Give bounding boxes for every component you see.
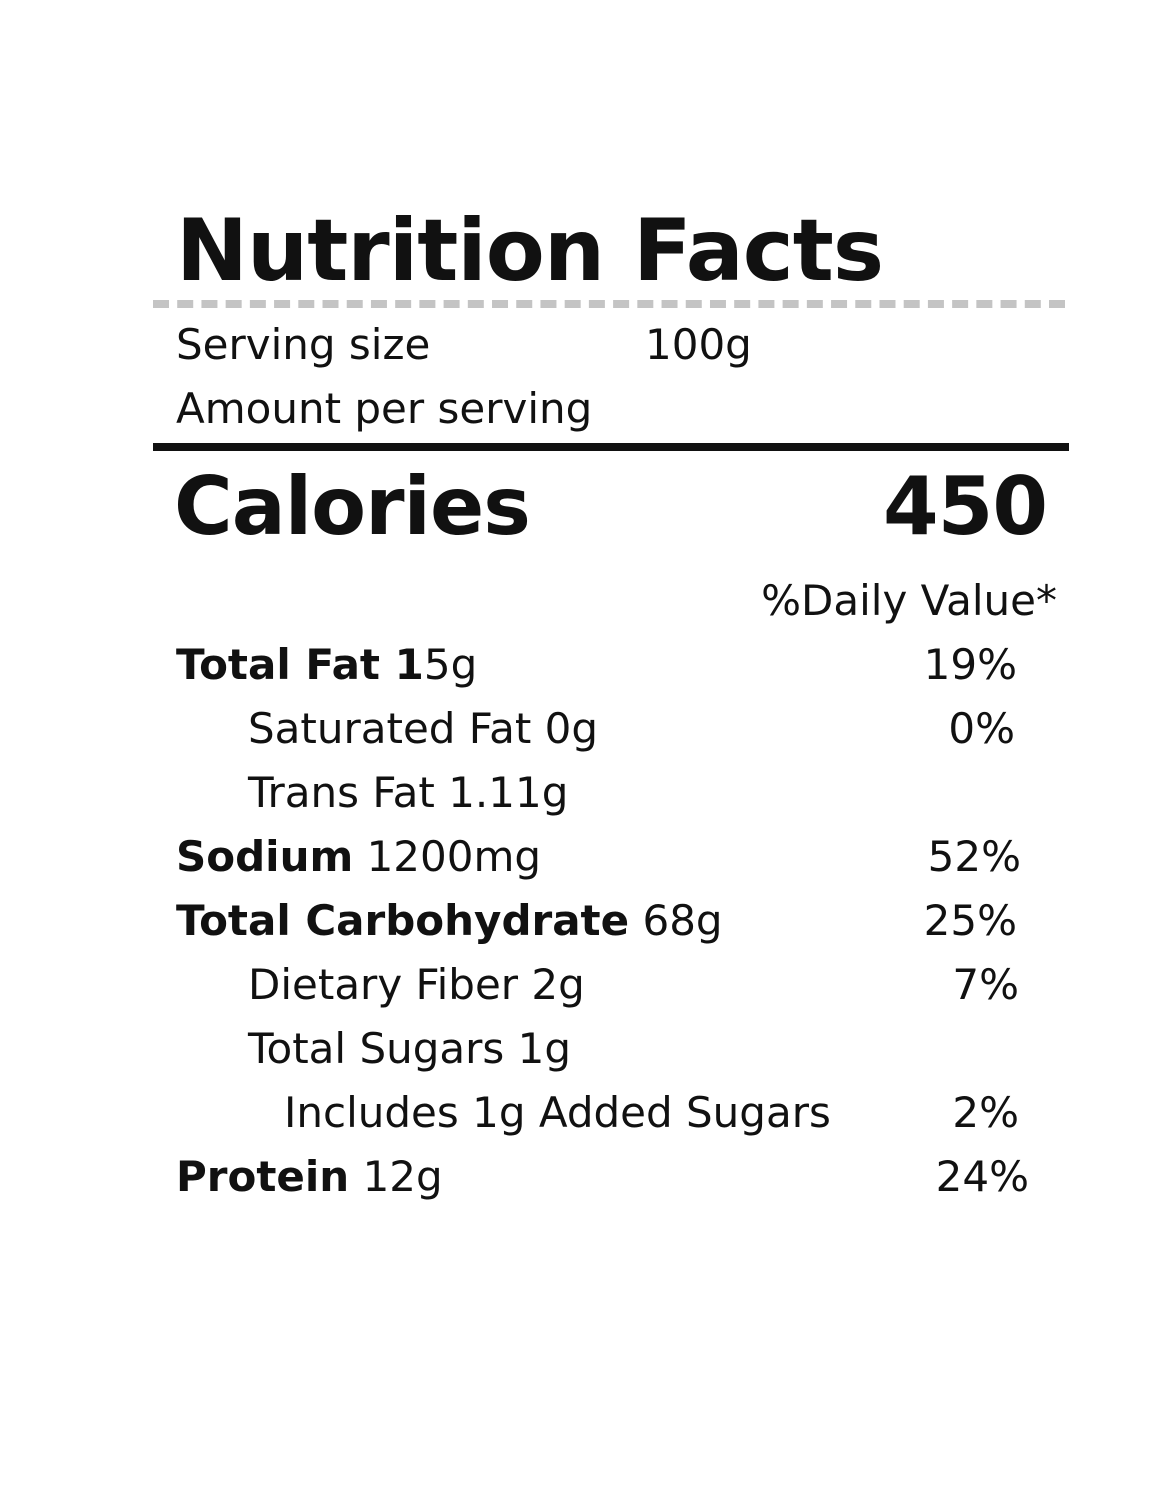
nutrient-row-sodium: Sodium 1200mg xyxy=(176,836,541,878)
thick-divider xyxy=(153,443,1069,451)
nutrient-dv-total-carbohydrate: 25% xyxy=(923,896,1017,945)
nutrient-amount: Saturated Fat 0g xyxy=(248,704,599,753)
nutrient-row-protein: Protein 12g xyxy=(176,1156,443,1198)
nutrient-name: Protein xyxy=(176,1152,350,1201)
serving-size-label: Serving size xyxy=(176,320,431,369)
nutrient-dv-saturated-fat: 0% xyxy=(948,704,1015,753)
nutrient-amount: 68g xyxy=(629,896,723,945)
amount-per-serving-label: Amount per serving xyxy=(176,384,593,433)
nutrient-row-dietary-fiber: Dietary Fiber 2g xyxy=(248,964,585,1006)
nutrient-amount: Total Sugars 1g xyxy=(248,1024,571,1073)
nutrient-dv-sodium: 52% xyxy=(927,832,1021,881)
nutrient-row-trans-fat: Trans Fat 1.11g xyxy=(248,772,568,814)
nutrient-dv-dietary-fiber: 7% xyxy=(952,960,1019,1009)
nutrient-dv-protein: 24% xyxy=(935,1152,1029,1201)
nutrient-amount: Trans Fat 1.11g xyxy=(248,768,569,817)
nutrient-name: Total Fat 1 xyxy=(176,640,424,689)
nutrient-row-saturated-fat: Saturated Fat 0g xyxy=(248,708,598,750)
label-title: Nutrition Facts xyxy=(176,201,884,301)
nutrient-row-added-sugars: Includes 1g Added Sugars xyxy=(284,1092,831,1134)
nutrient-dv-added-sugars: 2% xyxy=(952,1088,1019,1137)
nutrient-amount: Includes 1g Added Sugars xyxy=(284,1088,831,1137)
serving-size-value: 100g xyxy=(645,320,752,369)
calories-value: 450 xyxy=(883,460,1048,553)
nutrient-amount: 5g xyxy=(423,640,478,689)
nutrient-name: Sodium xyxy=(176,832,354,881)
nutrient-row-total-sugars: Total Sugars 1g xyxy=(248,1028,571,1070)
nutrient-amount: Dietary Fiber 2g xyxy=(248,960,585,1009)
nutrient-row-total-fat: Total Fat 15g xyxy=(176,644,477,686)
nutrient-amount: 1200mg xyxy=(353,832,542,881)
nutrient-name: Total Carbohydrate xyxy=(176,896,630,945)
nutrient-dv-total-fat: 19% xyxy=(923,640,1017,689)
dashed-divider xyxy=(153,300,1065,308)
nutrient-row-total-carbohydrate: Total Carbohydrate 68g xyxy=(176,900,723,942)
nutrient-amount: 12g xyxy=(349,1152,443,1201)
daily-value-header: %Daily Value* xyxy=(761,576,1057,625)
calories-label: Calories xyxy=(174,460,531,553)
